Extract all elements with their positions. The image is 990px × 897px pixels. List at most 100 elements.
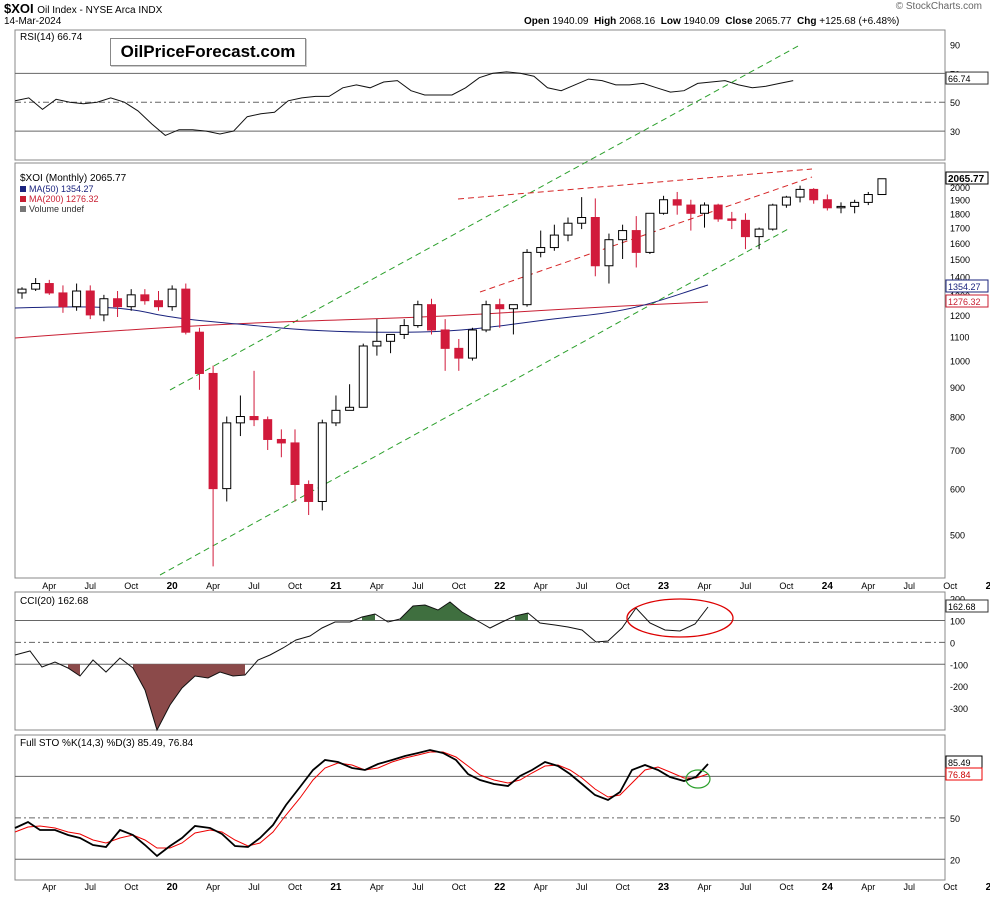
candle-body: [399, 325, 409, 335]
candle-body: [17, 288, 27, 294]
ma200-last-label: 1276.32: [948, 297, 981, 307]
candle-body: [358, 345, 368, 408]
candle-body: [590, 217, 600, 267]
x-tick-label-bottom: Oct: [288, 882, 303, 892]
candle-body: [331, 409, 341, 424]
candle-body: [58, 292, 68, 308]
candle-body: [822, 199, 832, 209]
candle-body: [467, 329, 477, 359]
candle-body: [167, 288, 177, 308]
candle-body: [276, 438, 286, 444]
legend-ma200: MA(200) 1276.32: [29, 194, 99, 204]
candle-body: [154, 300, 163, 308]
candle-body: [850, 201, 860, 207]
red-wedge-upper: [457, 168, 813, 200]
x-tick-label-bottom: 25: [986, 882, 990, 893]
candle-body: [386, 333, 396, 342]
x-tick-label-bottom: 23: [658, 882, 670, 893]
price-y-tick: 1800: [950, 209, 970, 219]
cci-overbought-fill: [400, 602, 476, 621]
candle-body: [508, 304, 518, 310]
price-y-tick: 1900: [950, 196, 970, 206]
candle-body: [113, 298, 123, 308]
x-tick-label-bottom: Jul: [84, 882, 96, 892]
candle-body: [754, 228, 764, 238]
cci-title: CCI(20) 162.68: [20, 596, 89, 607]
ma200-line: [14, 301, 709, 339]
sto-title: Full STO %K(14,3) %D(3) 85.49, 76.84: [20, 738, 194, 749]
x-tick-label-bottom: Jul: [903, 882, 915, 892]
rsi-line: [15, 71, 794, 136]
sto-y-tick: 20: [950, 855, 960, 865]
price-y-tick: 1000: [950, 357, 970, 367]
price-last-label: 2065.77: [948, 174, 985, 185]
candle-body: [536, 247, 546, 253]
panel-frame-cci: [14, 591, 946, 731]
x-tick-label: Apr: [370, 581, 384, 591]
ma200-last-box: [945, 294, 989, 308]
candle-body: [740, 219, 750, 238]
x-tick-label: Apr: [697, 581, 711, 591]
panel-frame-price: [14, 162, 946, 579]
sto-y-tick: 50: [950, 814, 960, 824]
symbol-name: Oil Index - NYSE Arca INDX: [37, 5, 163, 16]
candle-body: [72, 290, 82, 308]
candle-body: [522, 251, 532, 306]
candle-body: [645, 212, 655, 253]
x-tick-label-bottom: Jul: [412, 882, 424, 892]
candle-body: [481, 304, 491, 331]
x-tick-label: 24: [822, 581, 834, 592]
candle-body: [249, 416, 259, 421]
chart-title: $XOI Oil Index - NYSE Arca INDX: [4, 1, 162, 16]
x-tick-label-bottom: Oct: [943, 882, 958, 892]
x-tick-label-bottom: 20: [167, 882, 179, 893]
site-label: OilPriceForecast.com: [110, 38, 306, 66]
x-tick-label-bottom: Oct: [452, 882, 467, 892]
candle-body: [631, 230, 641, 253]
candle-body: [454, 347, 464, 359]
x-tick-label-bottom: Jul: [740, 882, 752, 892]
candle-body: [768, 204, 778, 230]
x-tick-label-bottom: Apr: [370, 882, 384, 892]
x-tick-label: 25: [986, 581, 990, 592]
ma50-line: [14, 284, 709, 333]
price-y-tick: 1200: [950, 311, 970, 321]
cci-y-tick: -300: [950, 704, 968, 714]
candle-body: [659, 199, 669, 214]
cci-overbought-fill: [362, 614, 375, 621]
x-tick-label: Jul: [248, 581, 260, 591]
x-tick-label-bottom: Apr: [534, 882, 548, 892]
candle-body: [577, 217, 587, 224]
candle-body: [208, 372, 218, 490]
x-tick-label-bottom: Oct: [779, 882, 794, 892]
candle-body: [99, 298, 109, 316]
candle-body: [440, 329, 450, 349]
x-tick-label: Oct: [943, 581, 958, 591]
candle-body: [345, 406, 355, 411]
rsi-last-label: 66.74: [948, 74, 971, 84]
candle-body: [427, 304, 436, 331]
candle-body: [181, 288, 191, 333]
price-y-tick: 900: [950, 383, 965, 393]
sto-k-last-label: 85.49: [948, 758, 971, 768]
ma50-last-label: 1354.27: [948, 282, 981, 292]
candle-body: [413, 304, 423, 327]
candle-body: [836, 205, 846, 209]
cci-oversold-fill: [68, 664, 80, 676]
symbol: $XOI: [4, 1, 34, 16]
x-tick-label: Oct: [288, 581, 303, 591]
x-tick-label: 21: [330, 581, 342, 592]
x-tick-label-bottom: Apr: [697, 882, 711, 892]
candle-body: [222, 422, 232, 490]
rsi-title: RSI(14) 66.74: [20, 32, 83, 43]
x-tick-label-bottom: Oct: [616, 882, 631, 892]
candle-body: [194, 331, 204, 374]
candle-body: [604, 239, 614, 267]
price-y-tick: 1100: [950, 333, 969, 343]
candle-body: [495, 304, 505, 310]
rsi-y-tick: 30: [950, 127, 960, 137]
candle-body: [618, 230, 628, 241]
candle-body: [372, 340, 382, 347]
x-tick-label: Oct: [452, 581, 467, 591]
x-tick-label-bottom: 24: [822, 882, 834, 893]
